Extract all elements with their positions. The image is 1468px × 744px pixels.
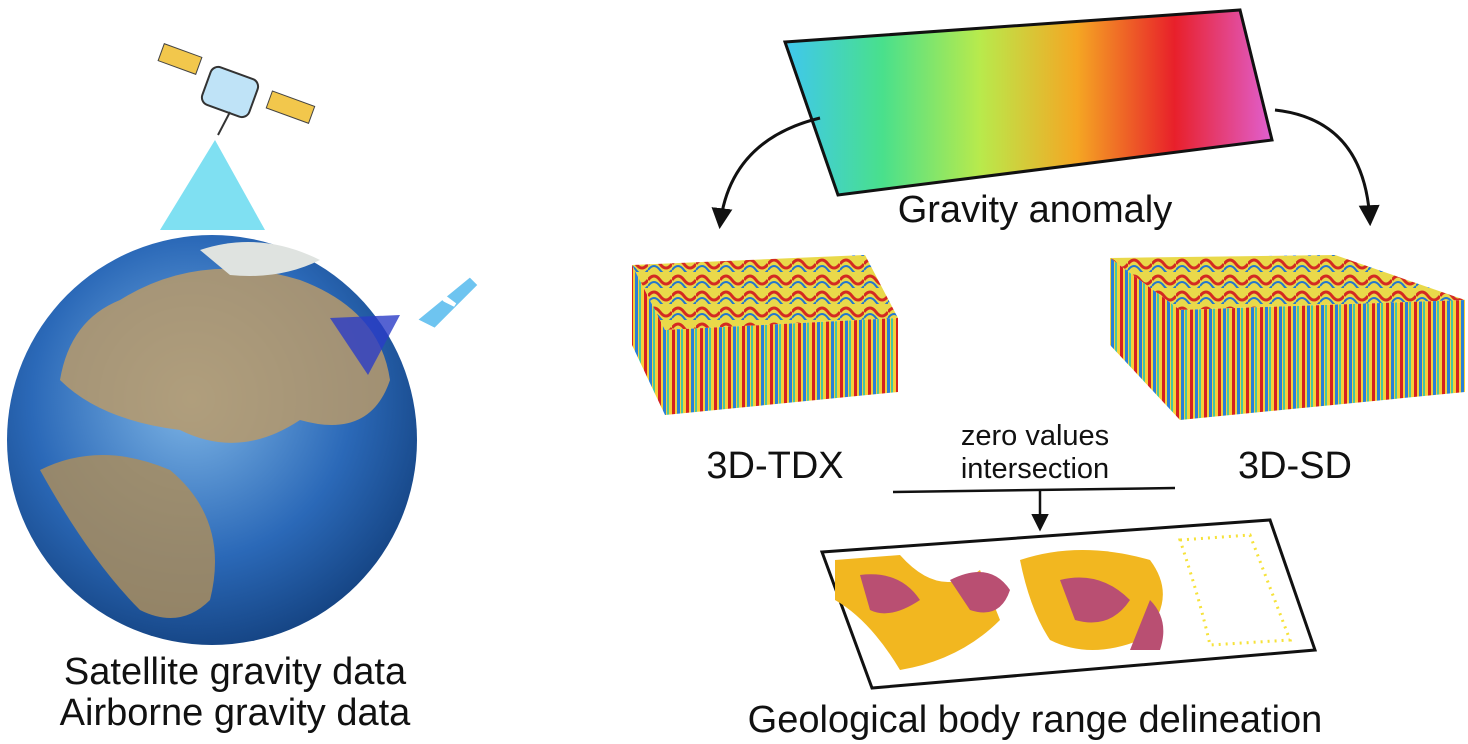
result-map	[822, 520, 1315, 688]
label: 3D-TDX	[706, 445, 843, 487]
label: Satellite gravity data	[64, 651, 407, 693]
satellite	[158, 44, 315, 135]
arrow	[720, 118, 820, 225]
label: Gravity anomaly	[898, 189, 1173, 231]
anomaly-map	[785, 10, 1272, 195]
tdx-volume	[632, 255, 898, 415]
label: Geological body range delineation	[748, 699, 1323, 741]
arrow	[1275, 110, 1370, 222]
label: Airborne gravity data	[60, 692, 411, 734]
beam	[160, 140, 265, 230]
connector-label: zero values	[961, 420, 1109, 452]
diagram: Satellite gravity data Airborne gravity …	[0, 0, 1468, 744]
sd-volume	[1110, 255, 1465, 420]
connector-label: intersection	[961, 453, 1109, 485]
connector-line	[893, 488, 1175, 492]
label: 3D-SD	[1238, 445, 1352, 487]
page: {"left":{"labels":["Satellite gravity da…	[0, 0, 1468, 744]
